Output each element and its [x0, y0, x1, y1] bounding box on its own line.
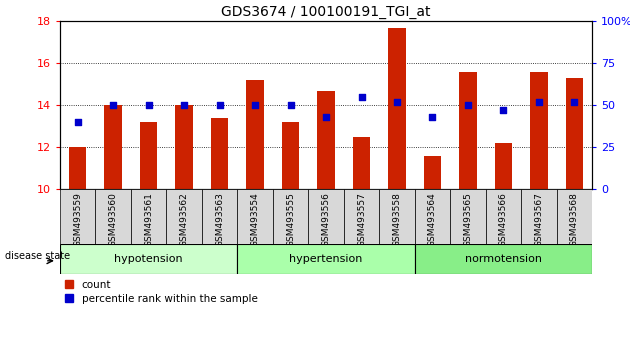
Text: normotension: normotension [465, 254, 542, 264]
Bar [423, 156, 442, 189]
Bar [450, 189, 486, 244]
Text: hypertension: hypertension [289, 254, 363, 264]
Bar [202, 189, 238, 244]
Point [392, 99, 402, 105]
Point [357, 94, 367, 100]
Bar [60, 189, 95, 244]
Point [72, 119, 83, 125]
Text: GSM493561: GSM493561 [144, 192, 153, 247]
Bar [486, 189, 521, 244]
Bar [566, 78, 583, 189]
Text: GSM493563: GSM493563 [215, 192, 224, 247]
Bar [210, 118, 229, 189]
Legend: count, percentile rank within the sample: count, percentile rank within the sample [65, 280, 258, 304]
Title: GDS3674 / 100100191_TGI_at: GDS3674 / 100100191_TGI_at [221, 5, 431, 19]
Bar [495, 143, 512, 189]
Point [534, 99, 544, 105]
Bar [308, 189, 344, 244]
Point [498, 108, 508, 113]
Text: GSM493566: GSM493566 [499, 192, 508, 247]
Text: GSM493556: GSM493556 [321, 192, 331, 247]
Text: GSM493560: GSM493560 [108, 192, 118, 247]
Point [463, 103, 473, 108]
Text: GSM493562: GSM493562 [180, 192, 188, 247]
Point [214, 103, 224, 108]
Point [570, 99, 580, 105]
Point [321, 114, 331, 120]
Text: GSM493567: GSM493567 [534, 192, 544, 247]
Bar [415, 244, 592, 274]
Bar [131, 189, 166, 244]
Text: GSM493555: GSM493555 [286, 192, 295, 247]
Bar [530, 72, 548, 189]
Point [250, 103, 260, 108]
Bar [140, 122, 158, 189]
Point [285, 103, 295, 108]
Bar [388, 28, 406, 189]
Text: GSM493564: GSM493564 [428, 192, 437, 247]
Bar [60, 244, 238, 274]
Text: hypotension: hypotension [114, 254, 183, 264]
Bar [95, 189, 131, 244]
Text: disease state: disease state [5, 251, 70, 261]
Bar [415, 189, 450, 244]
Bar [379, 189, 415, 244]
Bar [353, 137, 370, 189]
Bar [104, 105, 122, 189]
Bar [166, 189, 202, 244]
Text: GSM493558: GSM493558 [392, 192, 401, 247]
Point [427, 114, 437, 120]
Bar [344, 189, 379, 244]
Bar [175, 105, 193, 189]
Text: GSM493565: GSM493565 [464, 192, 472, 247]
Text: GSM493554: GSM493554 [251, 192, 260, 247]
Bar [273, 189, 308, 244]
Bar [317, 91, 335, 189]
Bar [69, 147, 86, 189]
Text: GSM493568: GSM493568 [570, 192, 579, 247]
Point [179, 103, 189, 108]
Text: GSM493557: GSM493557 [357, 192, 366, 247]
Point [144, 103, 154, 108]
Text: GSM493559: GSM493559 [73, 192, 82, 247]
Bar [238, 189, 273, 244]
Bar [557, 189, 592, 244]
Bar [459, 72, 477, 189]
Bar [246, 80, 264, 189]
Bar [238, 244, 415, 274]
Point [108, 103, 118, 108]
Bar [521, 189, 557, 244]
Bar [282, 122, 299, 189]
